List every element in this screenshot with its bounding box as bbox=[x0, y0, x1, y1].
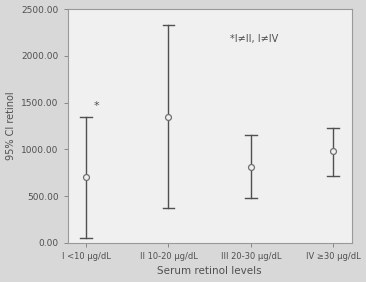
Point bbox=[248, 165, 254, 169]
X-axis label: Serum retinol levels: Serum retinol levels bbox=[157, 266, 262, 276]
Y-axis label: 95% CI retinol: 95% CI retinol bbox=[5, 92, 16, 160]
Point bbox=[330, 149, 336, 153]
Point bbox=[83, 175, 89, 180]
Point bbox=[165, 114, 171, 119]
Text: *I≠II, I≠IV: *I≠II, I≠IV bbox=[230, 34, 279, 44]
Text: *: * bbox=[93, 101, 99, 111]
